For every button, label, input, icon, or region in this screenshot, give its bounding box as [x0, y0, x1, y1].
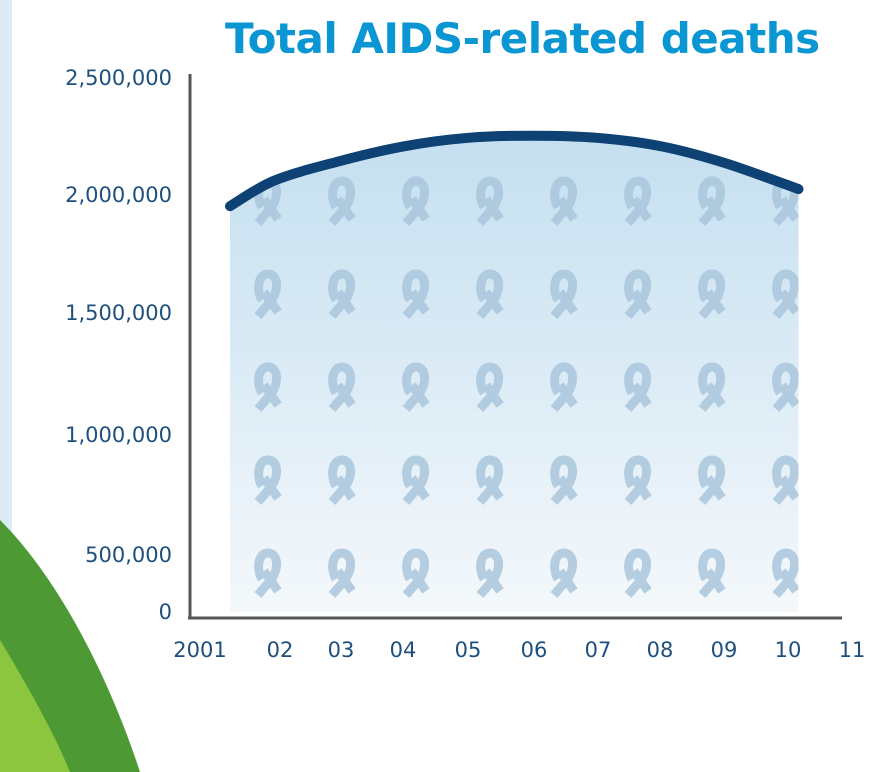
awareness-ribbon-icon	[402, 455, 430, 505]
awareness-ribbon-icon	[772, 548, 799, 598]
x-tick-label: 05	[455, 638, 482, 662]
awareness-ribbon-icon	[476, 269, 504, 319]
ribbon-pattern	[254, 0, 799, 598]
awareness-ribbon-icon	[550, 362, 578, 412]
awareness-ribbon-icon	[332, 88, 352, 130]
awareness-ribbon-icon	[772, 455, 799, 505]
data-point-2009	[723, 160, 729, 166]
x-tick-label: 09	[711, 638, 738, 662]
y-tick-label: 500,000	[85, 543, 172, 567]
data-point-2003	[336, 158, 342, 164]
data-point-2004	[401, 143, 407, 149]
awareness-ribbon-icon	[698, 362, 726, 412]
awareness-ribbon-icon	[628, 88, 648, 130]
data-point-2006	[530, 133, 536, 139]
awareness-ribbon-icon	[698, 176, 726, 226]
y-tick-label: 0	[159, 600, 172, 624]
awareness-ribbon-icon	[702, 88, 722, 130]
awareness-ribbon-icon	[772, 269, 799, 319]
awareness-ribbon-icon	[628, 0, 648, 37]
area-fill	[230, 135, 799, 612]
awareness-ribbon-icon	[550, 548, 578, 598]
x-tick-label: 10	[775, 638, 802, 662]
awareness-ribbon-icon	[328, 269, 356, 319]
y-tick-label: 1,000,000	[65, 423, 172, 447]
data-point-2005	[465, 135, 471, 141]
awareness-ribbon-icon	[406, 88, 426, 130]
awareness-ribbon-icon	[776, 0, 796, 37]
awareness-ribbon-icon	[254, 269, 282, 319]
y-tick-label: 2,500,000	[65, 66, 172, 90]
awareness-ribbon-icon	[328, 548, 356, 598]
data-point-2001	[227, 203, 233, 209]
chart-title: Total AIDS-related deaths	[225, 14, 820, 63]
x-tick-label: 04	[390, 638, 417, 662]
x-tick-label: 2001	[173, 638, 226, 662]
awareness-ribbon-icon	[402, 176, 430, 226]
awareness-ribbon-icon	[328, 362, 356, 412]
awareness-ribbon-icon	[480, 88, 500, 130]
awareness-ribbon-icon	[332, 0, 352, 37]
awareness-ribbon-icon	[698, 455, 726, 505]
awareness-ribbon-icon	[402, 269, 430, 319]
series-line	[225, 130, 804, 212]
awareness-ribbon-icon	[258, 0, 278, 37]
awareness-ribbon-icon	[480, 0, 500, 37]
data-point-2010	[796, 186, 802, 192]
awareness-ribbon-icon	[776, 88, 796, 130]
x-tick-label: 06	[521, 638, 548, 662]
x-tick-label: 02	[267, 638, 294, 662]
awareness-ribbon-icon	[476, 362, 504, 412]
awareness-ribbon-icon	[624, 176, 652, 226]
awareness-ribbon-icon	[328, 176, 356, 226]
awareness-ribbon-icon	[624, 269, 652, 319]
awareness-ribbon-icon	[254, 362, 282, 412]
awareness-ribbon-icon	[258, 88, 278, 130]
awareness-ribbon-icon	[624, 548, 652, 598]
awareness-ribbon-icon	[624, 362, 652, 412]
awareness-ribbon-icon	[550, 176, 578, 226]
x-tick-label: 08	[647, 638, 674, 662]
awareness-ribbon-icon	[476, 455, 504, 505]
awareness-ribbon-icon	[772, 362, 799, 412]
awareness-ribbon-icon	[254, 455, 282, 505]
y-tick-label: 2,000,000	[65, 183, 172, 207]
awareness-ribbon-icon	[624, 455, 652, 505]
data-point-2002	[272, 178, 278, 184]
y-tick-label: 1,500,000	[65, 301, 172, 325]
awareness-ribbon-icon	[254, 548, 282, 598]
awareness-ribbon-icon	[328, 455, 356, 505]
x-tick-labels: 2001 02 03 04 05 06 07 08 09 10 11	[173, 638, 865, 662]
x-tick-label: 07	[585, 638, 612, 662]
awareness-ribbon-icon	[550, 269, 578, 319]
awareness-ribbon-icon	[476, 548, 504, 598]
data-point-2008	[659, 143, 665, 149]
data-point-2007	[594, 135, 600, 141]
awareness-ribbon-icon	[402, 548, 430, 598]
awareness-ribbon-icon	[476, 176, 504, 226]
awareness-ribbon-icon	[702, 0, 722, 37]
awareness-ribbon-icon	[550, 455, 578, 505]
awareness-ribbon-icon	[406, 0, 426, 37]
awareness-ribbon-icon	[698, 269, 726, 319]
awareness-ribbon-icon	[698, 548, 726, 598]
awareness-ribbon-icon	[554, 88, 574, 130]
y-tick-labels: 0 500,000 1,000,000 1,500,000 2,000,000 2,500…	[65, 66, 172, 624]
x-tick-label: 03	[328, 638, 355, 662]
awareness-ribbon-icon	[402, 362, 430, 412]
x-tick-label: 11	[839, 638, 866, 662]
awareness-ribbon-icon	[554, 0, 574, 37]
